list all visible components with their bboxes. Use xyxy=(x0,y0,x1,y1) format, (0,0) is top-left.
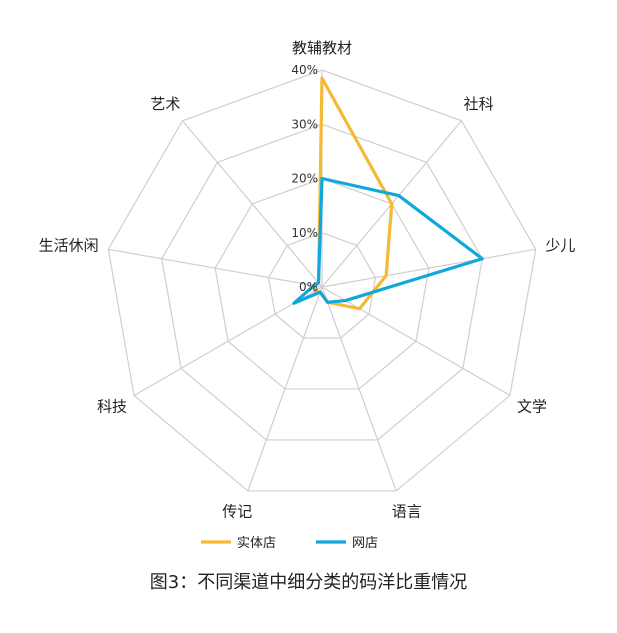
category-label-4: 文学 xyxy=(517,398,547,416)
chart-caption: 图3：不同渠道中细分类的码洋比重情况 xyxy=(149,572,468,593)
category-label-5: 语言 xyxy=(392,503,422,521)
series-line-2 xyxy=(292,176,484,305)
grid-ring-2 xyxy=(214,177,430,390)
category-label-6: 传记 xyxy=(222,503,252,521)
category-label-7: 科技 xyxy=(97,398,127,416)
grid-spoke-9 xyxy=(182,120,323,288)
radar-series xyxy=(292,76,484,311)
category-label-9: 艺术 xyxy=(150,95,180,113)
tick-label-0: 0% xyxy=(299,280,318,294)
series-line-1 xyxy=(312,76,394,311)
category-label-1: 教辅教材 xyxy=(292,39,352,57)
grid-spoke-6 xyxy=(247,286,323,492)
category-label-2: 社科 xyxy=(464,95,494,113)
grid-spoke-3 xyxy=(321,248,536,288)
tick-label-3: 30% xyxy=(291,117,318,131)
grid-spoke-8 xyxy=(108,248,323,288)
tick-label-2: 20% xyxy=(291,172,318,186)
grid-ring-3 xyxy=(161,123,483,441)
grid-ring-1 xyxy=(267,232,377,339)
category-label-8: 生活休闲 xyxy=(39,236,99,254)
grid-spoke-7 xyxy=(133,286,323,397)
tick-label-4: 40% xyxy=(291,63,318,77)
legend-label-1: 实体店 xyxy=(237,536,276,551)
grid-spoke-5 xyxy=(321,286,397,492)
legend: 实体店 网店 xyxy=(201,536,378,551)
tick-label-1: 10% xyxy=(291,226,318,240)
category-label-3: 少儿 xyxy=(545,236,575,254)
legend-label-2: 网店 xyxy=(352,536,378,551)
grid-spoke-4 xyxy=(321,286,511,397)
grid-ring-4 xyxy=(107,69,537,492)
